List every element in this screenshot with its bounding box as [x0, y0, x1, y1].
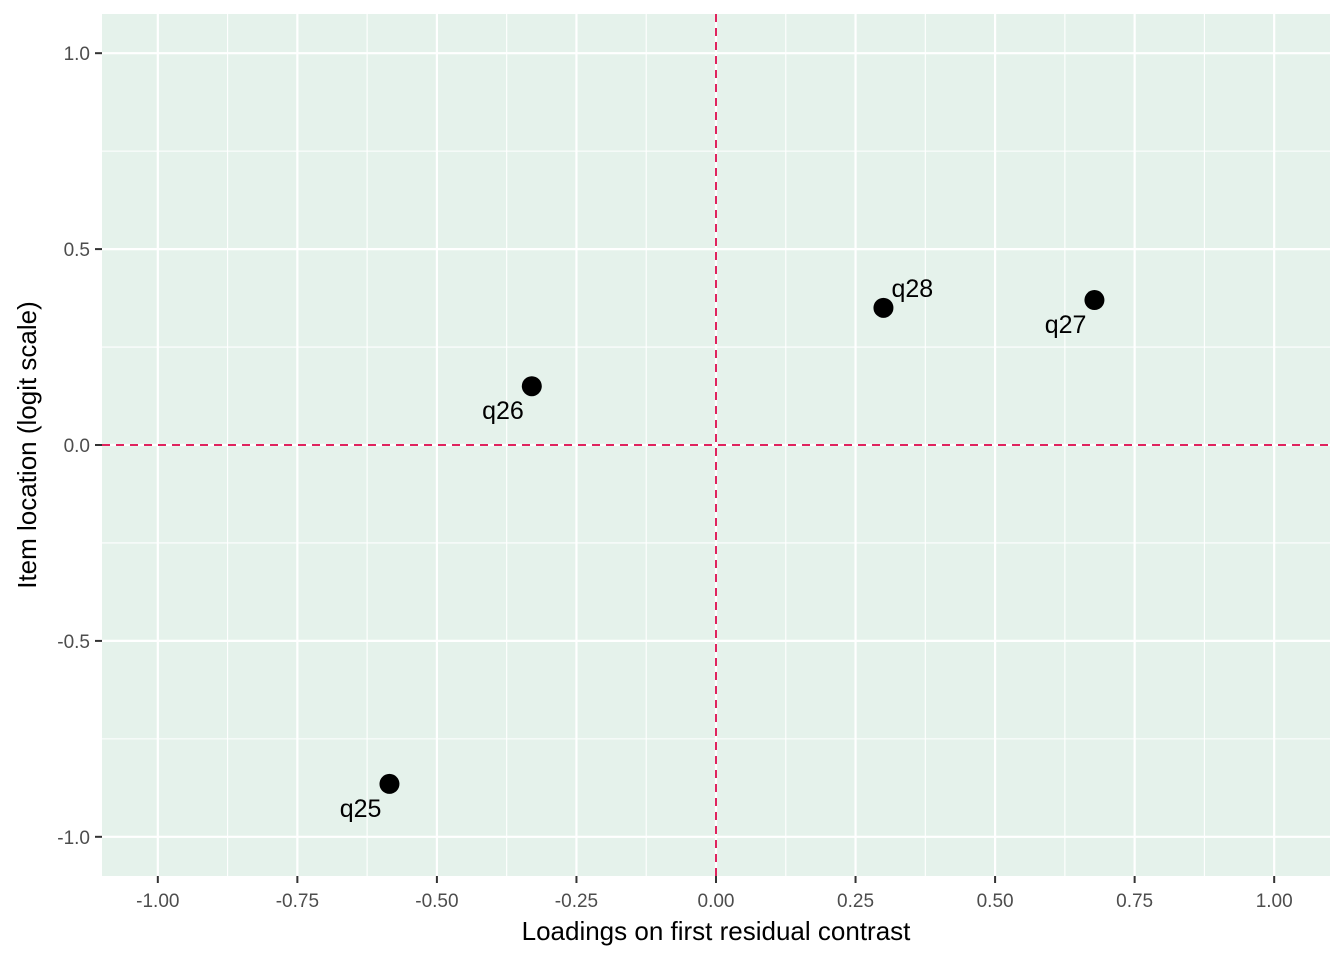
- y-tick-label: -0.5: [57, 632, 90, 653]
- point-label-q27: q27: [1045, 311, 1087, 339]
- point-label-q26: q26: [482, 397, 524, 425]
- y-tick-label: -1.0: [57, 828, 90, 849]
- x-axis-title: Loadings on first residual contrast: [522, 916, 912, 946]
- data-point-q26: [521, 376, 542, 397]
- y-tick-label: 0.5: [64, 240, 90, 261]
- major-gridlines: [102, 14, 1330, 876]
- data-point-q27: [1084, 290, 1105, 311]
- x-tick-label: 0.50: [977, 891, 1014, 912]
- y-axis: -1.0 -0.5 0.0 0.5 1.0: [57, 44, 102, 849]
- x-tick-label: 0.25: [837, 891, 874, 912]
- x-tick-label: -0.75: [276, 891, 319, 912]
- point-label-q28: q28: [891, 275, 933, 303]
- x-tick-label: -0.50: [415, 891, 458, 912]
- data-point-q25: [379, 773, 400, 794]
- y-axis-title: Item location (logit scale): [12, 301, 42, 589]
- reference-lines: [102, 14, 1330, 876]
- x-tick-label: -1.00: [136, 891, 179, 912]
- y-tick-label: 0.0: [64, 436, 90, 457]
- y-tick-label: 1.0: [64, 44, 90, 65]
- x-tick-label: 0.00: [698, 891, 735, 912]
- x-axis: -1.00 -0.75 -0.50 -0.25 0.00 0.25 0.50 0.75 1.00: [136, 876, 1293, 912]
- x-tick-label: -0.25: [555, 891, 598, 912]
- data-point-q28: [873, 297, 894, 318]
- x-tick-label: 1.00: [1256, 891, 1293, 912]
- data-points: q25 q26 q27 q28: [340, 275, 1105, 823]
- point-label-q25: q25: [340, 795, 382, 823]
- x-tick-label: 0.75: [1116, 891, 1153, 912]
